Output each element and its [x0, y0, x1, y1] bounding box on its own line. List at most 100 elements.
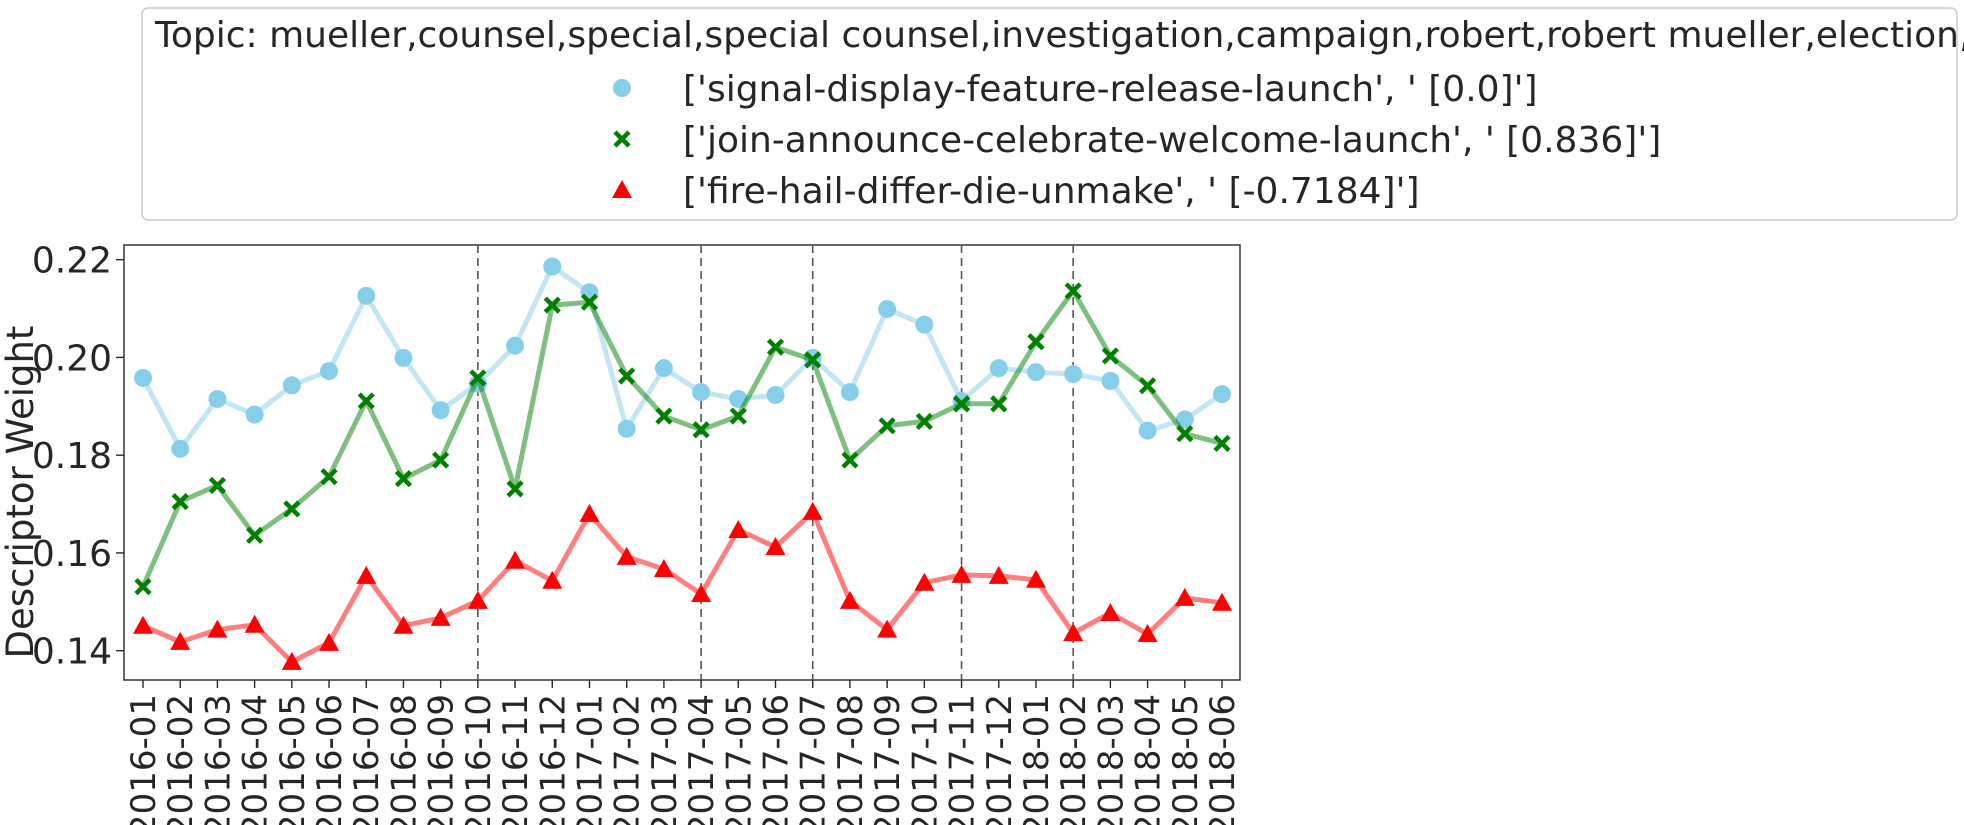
y-tick-label: 0.22 [32, 241, 112, 282]
y-tick-label: 0.20 [32, 338, 112, 379]
data-point [877, 619, 898, 638]
x-tick-label: 2016-06 [310, 694, 350, 825]
data-point [1025, 569, 1046, 588]
data-point [692, 383, 711, 402]
data-point [207, 619, 228, 638]
x-tick-label: 2018-02 [1054, 694, 1094, 825]
x-tick-label: 2016-05 [273, 694, 313, 825]
data-point [765, 537, 786, 556]
data-point [728, 519, 749, 538]
data-point [283, 500, 301, 518]
data-point [915, 412, 933, 431]
data-point [1138, 377, 1157, 395]
x-tick-label: 2016-02 [161, 694, 201, 825]
x-tick-label: 2016-07 [347, 694, 387, 825]
data-point [394, 470, 413, 488]
data-point [989, 359, 1008, 378]
x-tick-label: 2017-02 [608, 694, 648, 825]
series-layer [133, 257, 1232, 670]
data-point [208, 389, 227, 408]
data-point [653, 559, 674, 578]
data-point [952, 395, 971, 413]
event-lines [477, 245, 1074, 680]
data-point [691, 583, 712, 602]
x-tick-label: 2017-09 [868, 694, 908, 825]
x-axis: 2016-012016-022016-032016-042016-052016-… [124, 680, 1243, 825]
x-tick-label: 2018-03 [1091, 694, 1131, 825]
data-point [246, 526, 264, 544]
data-point [394, 348, 413, 367]
data-point [171, 439, 190, 458]
data-point [505, 550, 526, 569]
data-point [1026, 363, 1045, 382]
data-point [356, 565, 377, 584]
data-point [320, 362, 339, 381]
y-axis: 0.14 0.16 0.18 0.20 0.22 [32, 241, 124, 673]
data-point [319, 632, 340, 651]
data-point [1063, 623, 1084, 642]
data-point [543, 296, 561, 314]
data-point [281, 651, 302, 670]
data-point [506, 336, 525, 355]
legend-marker [613, 130, 631, 148]
data-point [1100, 603, 1121, 622]
legend-frame [141, 7, 1958, 221]
data-point [1137, 624, 1158, 643]
data-point [580, 293, 599, 311]
data-point [1213, 385, 1231, 404]
data-point [393, 615, 414, 634]
data-point [430, 607, 451, 626]
x-tick-label: 2017-10 [905, 694, 945, 825]
data-point [766, 386, 785, 405]
data-point [951, 564, 972, 583]
y-tick-label: 0.14 [32, 632, 112, 673]
x-tick-label: 2017-08 [831, 694, 871, 825]
y-tick-label: 0.16 [32, 534, 112, 575]
legend-items: ['signal-display-feature-release-launch'… [612, 69, 1661, 212]
data-point [914, 572, 935, 591]
legend-label: ['signal-display-feature-release-launch'… [683, 69, 1538, 110]
data-point [171, 493, 189, 511]
data-point [804, 351, 822, 369]
data-point [282, 376, 301, 395]
data-point [320, 468, 338, 486]
x-tick-label: 2017-03 [645, 694, 685, 825]
x-tick-label: 2016-11 [496, 694, 536, 825]
data-point [357, 392, 375, 410]
data-point [878, 417, 896, 435]
x-tick-label: 2016-09 [422, 694, 462, 825]
data-point [618, 367, 636, 385]
x-tick-label: 2018-01 [1017, 694, 1057, 825]
series-1 [134, 257, 1231, 458]
data-point [1064, 365, 1083, 384]
x-tick-label: 2017-12 [980, 694, 1020, 825]
data-point [654, 359, 673, 378]
legend-label: ['fire-hail-differ-die-unmake', ' [-0.71… [683, 171, 1420, 212]
x-tick-label: 2018-05 [1166, 694, 1206, 825]
data-point [729, 407, 747, 425]
x-tick-label: 2018-04 [1129, 694, 1169, 825]
legend-title: Topic: mueller,counsel,special,special c… [154, 15, 1964, 56]
data-point [1138, 421, 1157, 440]
data-point [988, 565, 1009, 584]
data-point [617, 419, 636, 438]
data-point [244, 614, 265, 633]
data-point [1101, 371, 1120, 390]
data-point [543, 257, 562, 276]
data-point [133, 615, 153, 634]
data-point [840, 383, 859, 402]
data-point [1101, 347, 1119, 365]
data-point [1212, 592, 1232, 611]
data-point [692, 421, 710, 439]
data-point [469, 369, 487, 387]
data-point [655, 407, 673, 425]
legend-marker [613, 79, 631, 97]
data-point [467, 590, 488, 609]
data-point [542, 570, 563, 589]
data-point [1174, 587, 1195, 606]
series-2 [134, 282, 1231, 596]
x-tick-label: 2017-05 [719, 694, 759, 825]
data-point [990, 395, 1008, 413]
data-point [134, 368, 152, 387]
data-point [915, 315, 934, 334]
